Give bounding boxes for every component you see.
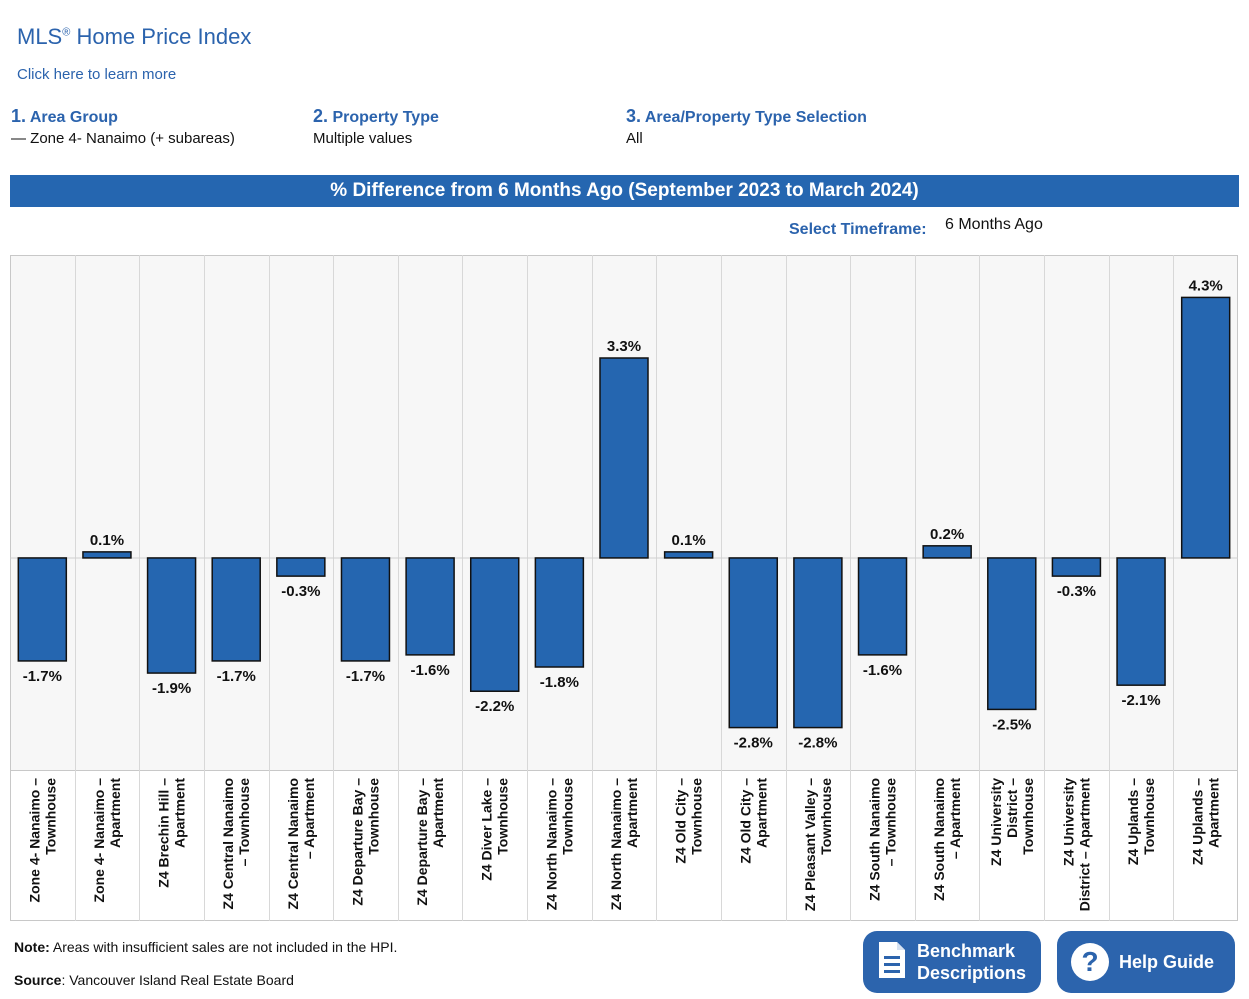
category-label: Z4 Departure Bay –Apartment xyxy=(414,778,446,906)
category-label: Z4 UniversityDistrict – Apartment xyxy=(1060,778,1092,912)
data-label: -2.8% xyxy=(734,735,773,752)
bar xyxy=(405,557,455,656)
timeframe-label: Select Timeframe: xyxy=(789,221,927,238)
data-label: -1.9% xyxy=(152,680,191,697)
filter-property-type-header: 2. Property Type xyxy=(313,106,439,127)
note-label: Note: xyxy=(14,939,50,955)
filter-area-group[interactable]: 1. Area Group — Zone 4- Nanaimo (+ subar… xyxy=(11,106,235,147)
bar xyxy=(340,557,391,662)
bar xyxy=(469,557,520,692)
category-label: Z4 South Nanaimo– Apartment xyxy=(931,778,963,901)
help-guide-label: Help Guide xyxy=(1119,952,1215,972)
filter-area-group-label: Area Group xyxy=(29,109,118,126)
learn-more-link[interactable]: Click here to learn more xyxy=(17,66,177,83)
note-text: Areas with insufficient sales are not in… xyxy=(49,939,398,955)
category-axis-area xyxy=(10,770,1238,921)
question-icon: ? xyxy=(1071,943,1109,981)
bar xyxy=(211,557,261,662)
bar xyxy=(276,557,326,577)
filter-selection-value[interactable]: All xyxy=(626,130,643,147)
bar xyxy=(987,557,1037,711)
filter-area-group-number: 1. xyxy=(11,106,27,126)
benchmark-button-label: Benchmark Descriptions xyxy=(917,940,1026,984)
title-text: MLS xyxy=(17,24,63,49)
bar xyxy=(1116,557,1166,686)
category-label: Z4 Departure Bay –Townhouse xyxy=(349,778,381,906)
category-label: Z4 Central Nanaimo– Townhouse xyxy=(220,778,252,910)
category-label: Z4 UniversityDistrict –Townhouse xyxy=(988,778,1036,866)
filter-property-type-number: 2. xyxy=(313,106,329,126)
data-label: 0.2% xyxy=(930,526,964,543)
data-label: -2.5% xyxy=(992,716,1031,733)
data-label: -1.8% xyxy=(540,674,579,691)
filter-property-type[interactable]: 2. Property Type Multiple values xyxy=(313,106,439,147)
registered-mark: ® xyxy=(62,26,71,39)
filter-selection-header: 3. Area/Property Type Selection xyxy=(626,106,867,127)
category-label: Z4 Uplands –Apartment xyxy=(1190,778,1222,865)
data-label: 4.3% xyxy=(1189,277,1223,294)
data-label: -1.7% xyxy=(217,668,256,685)
bar xyxy=(922,545,972,559)
category-label: Z4 South Nanaimo– Townhouse xyxy=(867,778,899,901)
timeframe-select[interactable]: 6 Months Ago xyxy=(945,216,1043,233)
source-text: : Vancouver Island Real Estate Board xyxy=(61,972,294,988)
benchmark-descriptions-button[interactable]: Benchmark Descriptions xyxy=(863,931,1041,993)
category-label: Zone 4- Nanaimo –Townhouse xyxy=(26,778,58,903)
data-label: -1.6% xyxy=(411,662,450,679)
data-label: 3.3% xyxy=(607,338,641,355)
filter-area-group-header: 1. Area Group xyxy=(11,106,235,127)
bar xyxy=(534,557,585,668)
bar xyxy=(663,551,714,559)
bar xyxy=(793,557,843,729)
category-label: Z4 Uplands –Townhouse xyxy=(1125,778,1157,865)
category-label: Zone 4- Nanaimo –Apartment xyxy=(91,778,123,903)
source: Source: Vancouver Island Real Estate Boa… xyxy=(14,972,294,988)
data-label: -2.2% xyxy=(475,698,514,715)
data-label: -1.6% xyxy=(863,662,902,679)
category-label: Z4 Pleasant Valley –Townhouse xyxy=(802,778,834,911)
filter-property-type-value[interactable]: Multiple values xyxy=(313,130,413,147)
category-label: Z4 Central Nanaimo– Apartment xyxy=(285,778,317,910)
page-title: MLS® Home Price Index xyxy=(17,24,251,50)
document-icon xyxy=(877,940,907,985)
category-label: Z4 Old City –Townhouse xyxy=(673,778,705,864)
data-label: -2.1% xyxy=(1121,692,1160,709)
source-label: Source xyxy=(14,972,62,988)
bar xyxy=(857,557,908,656)
data-label: -1.7% xyxy=(346,668,385,685)
filter-area-group-value[interactable]: — Zone 4- Nanaimo (+ subareas) xyxy=(11,130,235,147)
data-label: -1.7% xyxy=(23,668,62,685)
filter-selection[interactable]: 3. Area/Property Type Selection All xyxy=(626,106,867,147)
title-rest: Home Price Index xyxy=(70,24,252,49)
data-label: 0.1% xyxy=(672,532,706,549)
help-guide-button[interactable]: ? Help Guide xyxy=(1057,931,1235,993)
bar xyxy=(17,557,68,662)
bar xyxy=(599,357,649,559)
bar xyxy=(146,557,197,674)
chart-banner: % Difference from 6 Months Ago (Septembe… xyxy=(10,175,1239,207)
bar xyxy=(728,557,779,729)
bar xyxy=(82,551,132,559)
filter-selection-number: 3. xyxy=(626,106,642,126)
note: Note: Areas with insufficient sales are … xyxy=(14,939,397,955)
data-label: -0.3% xyxy=(281,583,320,600)
category-label: Z4 Brechin Hill –Apartment xyxy=(156,778,188,888)
data-label: -0.3% xyxy=(1057,583,1096,600)
benchmark-line2: Descriptions xyxy=(917,963,1027,983)
category-label: Z4 North Nanaimo –Apartment xyxy=(608,778,640,911)
category-label: Z4 Old City –Apartment xyxy=(737,778,769,864)
bar xyxy=(1180,296,1231,559)
category-label: Z4 Diver Lake –Townhouse xyxy=(479,778,511,881)
data-label: -2.8% xyxy=(798,735,837,752)
filter-property-type-label: Property Type xyxy=(332,109,439,126)
filter-selection-label: Area/Property Type Selection xyxy=(644,109,867,126)
category-label: Z4 North Nanaimo –Townhouse xyxy=(543,778,575,910)
data-label: 0.1% xyxy=(90,532,124,549)
bar-chart: -1.7% Zone 4- Nanaimo –Townhouse 0.1% Zone … xyxy=(10,255,1238,921)
benchmark-line1: Benchmark xyxy=(917,941,1016,961)
bar xyxy=(1051,557,1102,577)
